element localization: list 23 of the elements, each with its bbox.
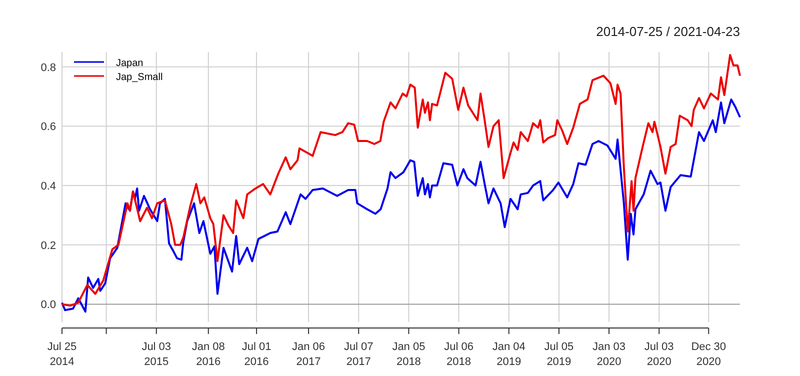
x-tick-label: Jan 06 2017 bbox=[292, 341, 326, 368]
chart-title: 2014-07-25 / 2021-04-23 bbox=[596, 24, 740, 39]
line-series bbox=[61, 54, 741, 307]
y-tick-label: 0.8 bbox=[40, 62, 56, 74]
x-tick-label: Jan 04 2019 bbox=[492, 341, 526, 368]
y-tick-label: 0.6 bbox=[40, 121, 56, 134]
x-tick-label: Jul 05 2019 bbox=[544, 341, 574, 368]
x-tick-label: Jan 08 2016 bbox=[192, 341, 225, 368]
x-tick-label: Jul 06 2018 bbox=[444, 341, 474, 368]
x-tick-label: Jan 05 2018 bbox=[392, 341, 426, 368]
legend-label: Jap_Small bbox=[116, 72, 163, 83]
x-tick-label: Jul 07 2017 bbox=[344, 341, 374, 368]
legend-label: Japan bbox=[116, 58, 144, 69]
x-tick-label: Jul 03 2015 bbox=[142, 341, 172, 368]
x-tick-label: Jan 03 2020 bbox=[592, 341, 626, 368]
x-tick-label: Jul 03 2020 bbox=[644, 341, 674, 368]
y-tick-label: 0.0 bbox=[40, 299, 56, 312]
line-series bbox=[61, 98, 741, 313]
x-tick-label: Dec 30 2020 bbox=[691, 341, 726, 368]
y-tick-label: 0.2 bbox=[40, 240, 56, 252]
x-tick-label: Jul 25 2014 bbox=[47, 341, 77, 368]
y-tick-label: 0.4 bbox=[40, 180, 56, 193]
x-tick-label: Jul 01 2016 bbox=[242, 341, 272, 368]
